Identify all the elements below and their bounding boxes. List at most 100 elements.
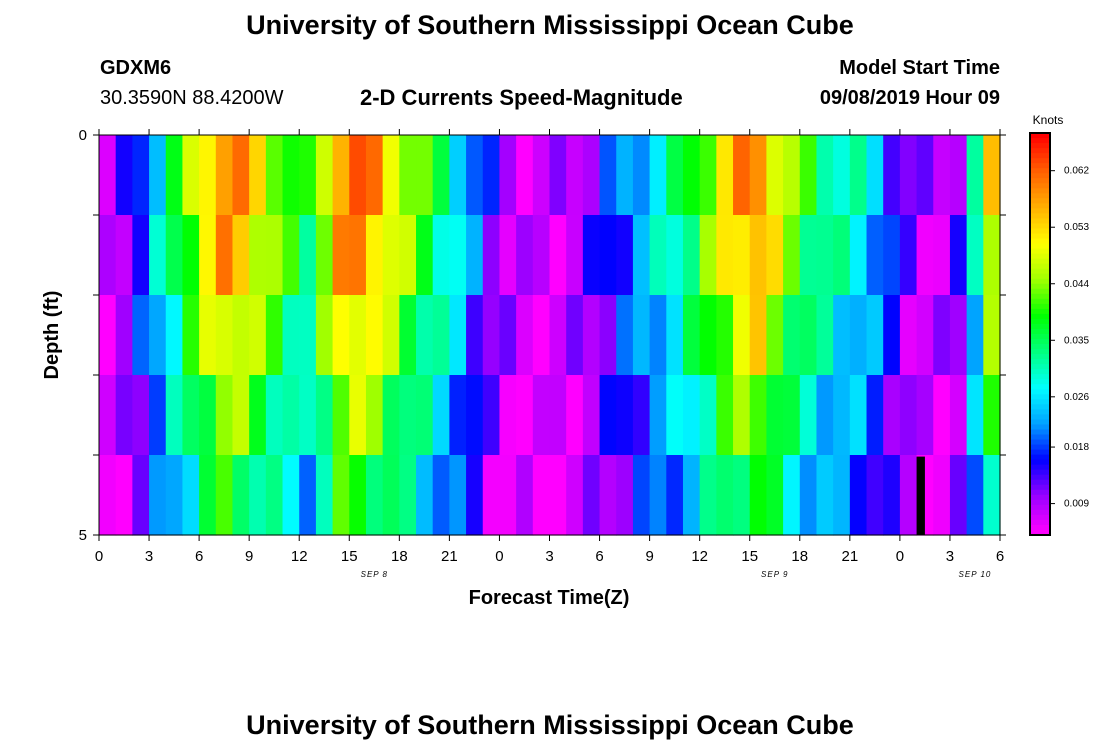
heatmap-cell — [866, 215, 884, 296]
model-start-value: 09/08/2019 Hour 09 — [819, 87, 1000, 109]
heatmap-cell — [749, 295, 768, 376]
heatmap-cell — [399, 455, 417, 536]
heatmap-cell — [816, 295, 834, 376]
colorbar-tick-label: 0.026 — [1064, 392, 1089, 403]
heatmap-cell — [883, 375, 901, 456]
heatmap-cell — [182, 455, 200, 536]
heatmap-cell — [232, 135, 250, 216]
colorbar-segment — [1030, 268, 1050, 275]
heatmap-cell — [883, 135, 901, 216]
heatmap-cell — [632, 295, 651, 376]
heatmap-cell — [115, 135, 133, 216]
heatmap-cell — [432, 135, 450, 216]
heatmap-cell — [849, 295, 868, 376]
heatmap-cell — [365, 215, 384, 296]
colorbar-segment — [1030, 248, 1050, 255]
heatmap-cell — [165, 135, 184, 216]
heatmap-cell — [983, 295, 1001, 376]
x-tick-label: 0 — [495, 548, 503, 565]
heatmap-cell — [365, 135, 384, 216]
heatmap-cell — [232, 375, 250, 456]
colorbar-segment — [1030, 359, 1050, 365]
x-tick-label: 9 — [645, 548, 653, 565]
heatmap-cell — [182, 135, 200, 216]
colorbar-segment — [1030, 238, 1050, 245]
colorbar-segment — [1030, 344, 1050, 350]
heatmap-cell — [165, 455, 184, 536]
colorbar-segment — [1030, 504, 1050, 511]
x-tick-label: 18 — [391, 548, 408, 565]
heatmap-cell — [432, 375, 450, 456]
chart-title: 2-D Currents Speed-Magnitude — [360, 85, 683, 110]
colorbar-segment — [1030, 464, 1050, 471]
heatmap-cell — [215, 375, 234, 456]
heatmap-cell — [482, 375, 501, 456]
colorbar-segment — [1030, 298, 1050, 305]
colorbar-segment — [1030, 524, 1050, 531]
heatmap-cell — [132, 295, 150, 376]
heatmap-cell — [282, 375, 300, 456]
heatmap-cell — [766, 295, 784, 376]
colorbar-segment — [1030, 519, 1050, 526]
heatmap-cell — [816, 215, 834, 296]
heatmap-cell — [199, 135, 217, 216]
heatmap-cell — [599, 375, 617, 456]
heatmap-cell — [849, 455, 868, 536]
colorbar-segment — [1030, 429, 1050, 436]
heatmap-cell — [949, 455, 968, 536]
heatmap-cell — [699, 135, 717, 216]
heatmap-cell — [649, 375, 667, 456]
colorbar-segment — [1030, 273, 1050, 280]
heatmap-cell — [165, 215, 184, 296]
colorbar-segment — [1030, 163, 1050, 169]
heatmap-cell — [833, 375, 851, 456]
heatmap-cell — [899, 375, 918, 456]
colorbar-segment — [1030, 153, 1050, 159]
heatmap-cell — [265, 375, 284, 456]
heatmap-cell — [549, 455, 567, 536]
heatmap-cell — [449, 455, 467, 536]
heatmap-cell — [933, 215, 951, 296]
heatmap-cell — [215, 215, 234, 296]
colorbar-segment — [1030, 203, 1050, 209]
heatmap-cell — [799, 295, 818, 376]
heatmap-cell — [382, 375, 400, 456]
page-title: University of Southern Mississippi Ocean… — [246, 10, 854, 40]
x-tick-label: 18 — [791, 548, 808, 565]
heatmap-cell — [699, 295, 717, 376]
x-axis: 0 3 6 9 12 15 18 21 0 3 6 9 12 15 18 21 0 3 6 SEP 8 SEP 9 SEP… — [95, 129, 1004, 579]
heatmap-cell — [916, 295, 934, 376]
heatmap-cell — [599, 215, 617, 296]
heatmap-cell — [449, 215, 467, 296]
heatmap-cell — [733, 295, 751, 376]
colorbar-segment — [1030, 318, 1050, 325]
x-tick-label: 6 — [195, 548, 203, 565]
heatmap-cell — [382, 215, 400, 296]
heatmap-cell — [499, 215, 517, 296]
heatmap-cell — [99, 135, 117, 216]
heatmap-cell — [783, 295, 801, 376]
heatmap-cell — [132, 375, 150, 456]
heatmap-cell — [632, 215, 651, 296]
heatmap-cell — [232, 215, 250, 296]
heatmap-cell — [482, 295, 501, 376]
heatmap-cell — [766, 455, 784, 536]
colorbar-segment — [1030, 188, 1050, 194]
heatmap-cell — [899, 135, 918, 216]
heatmap-cell — [416, 215, 434, 296]
colorbar-segment — [1030, 369, 1050, 375]
heatmap-cell — [566, 215, 584, 296]
date-label: SEP 8 — [361, 570, 388, 579]
colorbar-segment — [1030, 258, 1050, 265]
x-tick-label: 0 — [95, 548, 103, 565]
heatmap-cell — [165, 295, 184, 376]
heatmap-cell — [165, 375, 184, 456]
heatmap-cell — [716, 455, 734, 536]
heatmap-cell — [599, 455, 617, 536]
colorbar-tick-label: 0.062 — [1064, 166, 1089, 177]
heatmap-cell — [99, 455, 117, 536]
heatmap-cell — [315, 135, 334, 216]
colorbar-segment — [1030, 439, 1050, 446]
heatmap-cell — [666, 455, 684, 536]
colorbar-segment — [1030, 434, 1050, 441]
